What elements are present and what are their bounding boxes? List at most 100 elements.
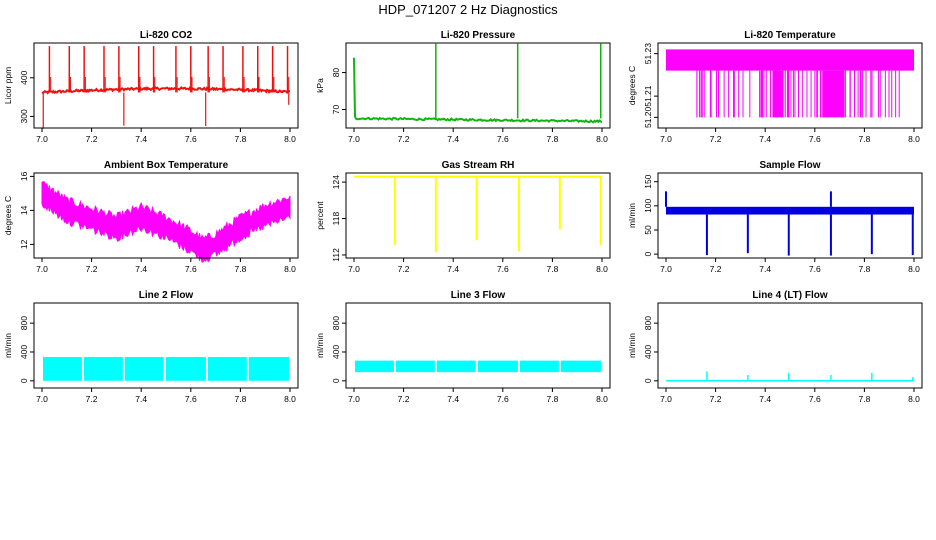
- panel-6: Sample Flow 7.0 7.2 7.4 7.6 7.8 8.0 0 50 100 150 ml…: [627, 160, 923, 274]
- panel-9-frame: [657, 302, 923, 389]
- panel-2-x-tick-label: 7.8: [546, 134, 558, 144]
- panel-3-x-tick-label: 7.4: [759, 134, 771, 144]
- panel-9-y-tick-label: 800: [643, 316, 653, 330]
- panel-5: Gas Stream RH 7.0 7.2 7.4 7.6 7.8 8.0 112 118 124…: [315, 160, 611, 274]
- panel-5-x-tick-label: 7.8: [546, 264, 558, 274]
- panel-2-x-tick-label: 7.2: [398, 134, 410, 144]
- panel-7-x-tick-label: 7.8: [234, 394, 246, 404]
- panel-7-data-band: [165, 357, 206, 381]
- panel-1-x-tick-label: 7.8: [234, 134, 246, 144]
- panel-8-y-axis: 0 400 800: [331, 316, 346, 383]
- panel-5-frame: [345, 172, 611, 259]
- panel-8-data-band: [436, 360, 476, 373]
- panel-3-data-band: [822, 70, 845, 118]
- panel-1-x-tick-label: 7.4: [135, 134, 147, 144]
- panel-7-y-tick-label: 800: [19, 316, 29, 330]
- panel-4-x-tick-label: 7.4: [135, 264, 147, 274]
- panel-2-x-tick-label: 7.6: [497, 134, 509, 144]
- panel-5-x-tick-label: 7.6: [497, 264, 509, 274]
- panel-2-y-tick-label: 70: [331, 105, 341, 115]
- panel-7-y-label: ml/min: [3, 333, 13, 358]
- panel-8-frame: [345, 302, 611, 389]
- panel-9-y-label: ml/min: [627, 333, 637, 358]
- panel-7-data-band: [124, 357, 164, 381]
- panel-6-y-tick-label: 150: [643, 174, 653, 188]
- panel-9-y-axis: 0 400 800: [643, 316, 658, 383]
- figure-title: HDP_071207 2 Hz Diagnostics: [378, 2, 558, 17]
- panel-5-y-tick-label: 124: [331, 175, 341, 189]
- panel-7-data-band: [42, 357, 82, 381]
- panel-1-x-tick-label: 7.0: [36, 134, 48, 144]
- panel-4-y-tick-label: 16: [19, 171, 29, 181]
- panel-2: Li-820 Pressure 7.0 7.2 7.4 7.6 7.8 8.0 70 80 kPa: [315, 30, 611, 144]
- panel-4-x-axis: 7.0 7.2 7.4 7.6 7.8 8.0: [36, 258, 296, 274]
- panel-4-x-tick-label: 7.2: [86, 264, 98, 274]
- panel-8-x-tick-label: 7.4: [447, 394, 459, 404]
- panel-7-data-band: [207, 357, 247, 381]
- panel-1-y-label: Licor ppm: [3, 67, 13, 104]
- panel-7-x-tick-label: 8.0: [284, 394, 296, 404]
- panel-3-title: Li-820 Temperature: [744, 30, 836, 41]
- panel-9-x-tick-label: 7.4: [759, 394, 771, 404]
- panel-6-x-tick-label: 7.8: [858, 264, 870, 274]
- panel-3-x-axis: 7.0 7.2 7.4 7.6 7.8 8.0: [660, 128, 920, 144]
- panel-1-x-axis: 7.0 7.2 7.4 7.6 7.8 8.0: [36, 128, 296, 144]
- panel-2-x-axis: 7.0 7.2 7.4 7.6 7.8 8.0: [348, 128, 608, 144]
- panel-1-y-tick-label: 300: [19, 109, 29, 123]
- panel-6-x-tick-label: 8.0: [908, 264, 920, 274]
- panel-8-y-tick-label: 800: [331, 316, 341, 330]
- panel-3-y-label: degrees C: [627, 66, 637, 105]
- panel-4-y-label: degrees C: [3, 196, 13, 235]
- panel-8-x-tick-label: 7.2: [398, 394, 410, 404]
- panel-8-data-band: [519, 360, 559, 373]
- panel-5-y-axis: 112 118 124: [331, 175, 346, 262]
- panel-6-x-tick-label: 7.0: [660, 264, 672, 274]
- panel-6-series: [665, 191, 914, 256]
- panel-2-series: [353, 43, 603, 124]
- panel-9-title: Line 4 (LT) Flow: [752, 290, 828, 301]
- panel-9-y-tick-label: 400: [643, 345, 653, 359]
- panel-8-title: Line 3 Flow: [451, 290, 506, 301]
- panel-2-frame: [345, 42, 611, 129]
- panel-2-data-line: [353, 57, 603, 124]
- panel-6-y-tick-label: 0: [643, 252, 653, 257]
- panel-4-y-tick-label: 14: [19, 205, 29, 215]
- panel-9-x-tick-label: 8.0: [908, 394, 920, 404]
- panel-4: Ambient Box Temperature 7.0 7.2 7.4 7.6 7.8 8.…: [3, 160, 299, 274]
- panel-5-y-tick-label: 112: [331, 248, 341, 262]
- panel-1-data-line: [41, 85, 291, 95]
- panel-2-x-tick-label: 7.4: [447, 134, 459, 144]
- panel-3-x-tick-label: 7.2: [710, 134, 722, 144]
- panel-7-data-band: [83, 357, 123, 381]
- panel-7-data-band: [248, 357, 290, 381]
- panel-3-series: [666, 49, 914, 118]
- panel-5-x-axis: 7.0 7.2 7.4 7.6 7.8 8.0: [348, 258, 608, 274]
- panel-4-x-tick-label: 8.0: [284, 264, 296, 274]
- panel-8-y-label: ml/min: [315, 333, 325, 358]
- panel-8-data-band: [477, 360, 518, 373]
- panel-8: Line 3 Flow 7.0 7.2 7.4 7.6 7.8 8.0 0 400 800 ml/m…: [315, 290, 611, 404]
- panel-7-x-tick-label: 7.6: [185, 394, 197, 404]
- panel-4-x-tick-label: 7.0: [36, 264, 48, 274]
- panel-4-series: [41, 180, 291, 263]
- panel-8-x-tick-label: 7.8: [546, 394, 558, 404]
- panel-5-y-label: percent: [315, 201, 325, 230]
- panel-9-y-tick-label: 0: [643, 378, 653, 383]
- panel-9-x-tick-label: 7.8: [858, 394, 870, 404]
- panel-4-x-tick-label: 7.6: [185, 264, 197, 274]
- panel-1-x-tick-label: 8.0: [284, 134, 296, 144]
- panel-8-x-axis: 7.0 7.2 7.4 7.6 7.8 8.0: [348, 388, 608, 404]
- panel-7-y-tick-label: 0: [19, 378, 29, 383]
- panel-4-y-axis: 12 14 16: [19, 171, 34, 249]
- panel-4-title: Ambient Box Temperature: [104, 160, 229, 171]
- panel-4-x-tick-label: 7.8: [234, 264, 246, 274]
- panel-6-y-label: ml/min: [627, 203, 637, 228]
- panel-8-data-band: [354, 360, 394, 373]
- panel-7-x-tick-label: 7.0: [36, 394, 48, 404]
- panel-3-x-tick-label: 8.0: [908, 134, 920, 144]
- panel-5-x-tick-label: 7.4: [447, 264, 459, 274]
- panel-1-y-tick-label: 400: [19, 70, 29, 84]
- panel-8-data-band: [395, 360, 435, 373]
